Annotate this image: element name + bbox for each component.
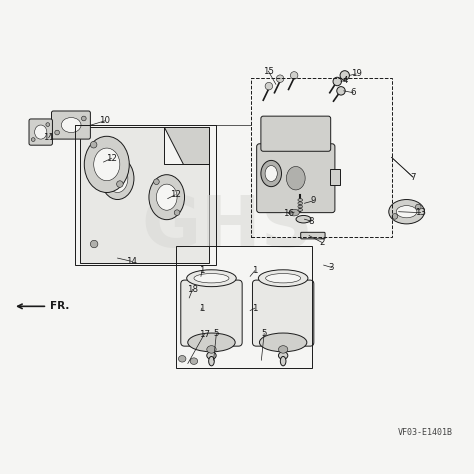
Bar (75, 125, 216, 265)
Ellipse shape (61, 118, 81, 133)
Text: 13: 13 (415, 208, 426, 217)
Ellipse shape (298, 209, 302, 211)
Text: 7: 7 (410, 173, 416, 182)
Text: 9: 9 (310, 196, 316, 205)
Bar (330, 169, 340, 185)
Ellipse shape (207, 352, 216, 359)
Text: GHS: GHS (142, 193, 314, 262)
Ellipse shape (389, 200, 424, 224)
Ellipse shape (333, 77, 341, 86)
Bar (164, 127, 209, 164)
FancyBboxPatch shape (29, 119, 53, 145)
Ellipse shape (265, 82, 273, 90)
Ellipse shape (46, 123, 50, 127)
Ellipse shape (261, 160, 282, 187)
Ellipse shape (298, 202, 302, 205)
Ellipse shape (259, 333, 307, 352)
Ellipse shape (82, 116, 86, 121)
Text: 3: 3 (329, 263, 334, 272)
Ellipse shape (298, 199, 302, 201)
Ellipse shape (91, 240, 98, 248)
Text: 18: 18 (187, 285, 198, 294)
Ellipse shape (154, 179, 159, 184)
FancyBboxPatch shape (261, 116, 331, 151)
Ellipse shape (35, 125, 47, 139)
Text: 15: 15 (263, 67, 274, 76)
Text: 1: 1 (252, 304, 257, 313)
Ellipse shape (280, 356, 286, 366)
Ellipse shape (396, 206, 417, 218)
Ellipse shape (101, 157, 134, 200)
Text: 2: 2 (319, 238, 325, 247)
Ellipse shape (174, 210, 180, 216)
Ellipse shape (91, 156, 98, 164)
Text: 5: 5 (214, 329, 219, 338)
Ellipse shape (289, 210, 299, 216)
Text: 12: 12 (106, 154, 117, 163)
Ellipse shape (91, 141, 97, 148)
Ellipse shape (149, 175, 184, 219)
Ellipse shape (117, 181, 123, 187)
Text: 4: 4 (343, 75, 348, 84)
Text: 1: 1 (199, 266, 205, 275)
FancyBboxPatch shape (181, 280, 242, 346)
Bar (176, 246, 312, 368)
Text: 1: 1 (199, 304, 205, 313)
Ellipse shape (84, 137, 129, 192)
Ellipse shape (31, 137, 35, 141)
Ellipse shape (278, 352, 288, 359)
Ellipse shape (337, 87, 345, 95)
Bar (251, 78, 392, 237)
Text: 17: 17 (199, 330, 210, 339)
Ellipse shape (265, 165, 277, 182)
Text: 12: 12 (170, 191, 181, 200)
Text: 10: 10 (100, 116, 110, 125)
Text: 16: 16 (283, 209, 294, 218)
FancyBboxPatch shape (253, 280, 314, 346)
FancyBboxPatch shape (301, 232, 325, 239)
Ellipse shape (209, 356, 214, 366)
Ellipse shape (276, 75, 284, 82)
Ellipse shape (187, 270, 236, 287)
Ellipse shape (207, 346, 216, 353)
Text: VF03-E1401B: VF03-E1401B (398, 428, 453, 438)
Ellipse shape (194, 273, 229, 283)
Text: 1: 1 (252, 266, 257, 275)
Ellipse shape (298, 205, 302, 208)
Ellipse shape (278, 346, 288, 353)
Ellipse shape (107, 164, 128, 192)
Bar (80, 127, 209, 263)
Text: 8: 8 (308, 217, 314, 226)
Text: 6: 6 (350, 88, 356, 97)
Ellipse shape (188, 333, 235, 352)
Ellipse shape (291, 72, 298, 79)
Ellipse shape (265, 273, 301, 283)
Ellipse shape (94, 148, 120, 181)
Ellipse shape (55, 130, 59, 135)
Text: FR.: FR. (50, 301, 69, 311)
Ellipse shape (392, 214, 398, 219)
Ellipse shape (340, 71, 349, 80)
Text: 14: 14 (126, 257, 137, 266)
Ellipse shape (416, 204, 421, 210)
Ellipse shape (190, 358, 198, 365)
Polygon shape (164, 127, 209, 164)
Ellipse shape (156, 184, 177, 210)
Ellipse shape (296, 216, 311, 223)
Ellipse shape (258, 270, 308, 287)
Ellipse shape (178, 356, 186, 362)
FancyBboxPatch shape (257, 144, 335, 213)
Text: 5: 5 (262, 329, 267, 338)
Text: 11: 11 (43, 133, 54, 142)
FancyBboxPatch shape (52, 111, 91, 139)
Text: 19: 19 (351, 70, 361, 79)
Ellipse shape (286, 166, 305, 190)
